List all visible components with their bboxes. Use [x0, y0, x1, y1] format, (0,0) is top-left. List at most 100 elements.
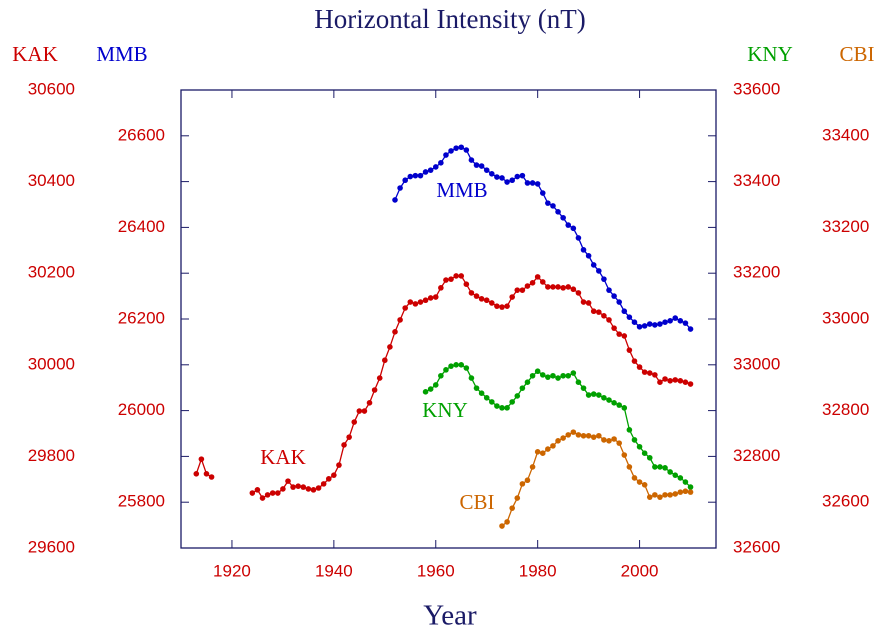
- data-point: [280, 486, 286, 492]
- data-point: [351, 419, 358, 425]
- data-point: [652, 322, 658, 328]
- data-point: [539, 190, 546, 196]
- data-point: [473, 162, 480, 168]
- data-point: [601, 276, 607, 282]
- data-point: [621, 308, 628, 315]
- data-point: [285, 478, 291, 484]
- data-point: [290, 484, 296, 490]
- data-point: [397, 185, 403, 191]
- data-point: [524, 379, 531, 386]
- data-point: [570, 286, 577, 293]
- data-point: [539, 279, 546, 285]
- y-tick-label: 33200: [733, 263, 780, 282]
- data-point: [560, 372, 566, 379]
- axis-header: KNY: [747, 42, 793, 66]
- data-point: [494, 174, 500, 180]
- data-point: [193, 471, 200, 477]
- data-point: [494, 303, 500, 309]
- data-point: [519, 481, 526, 487]
- data-point: [524, 283, 531, 289]
- y-tick-label: 26000: [118, 400, 165, 419]
- data-point: [616, 331, 622, 337]
- data-point: [539, 450, 546, 456]
- data-point: [519, 287, 526, 293]
- data-point: [529, 280, 536, 286]
- data-point: [621, 333, 628, 339]
- data-point: [657, 464, 663, 470]
- y-tick-label: 33000: [822, 308, 869, 327]
- data-point: [392, 329, 398, 335]
- series-line: [501, 431, 691, 527]
- data-point: [585, 392, 592, 398]
- data-point: [443, 367, 449, 373]
- data-point: [453, 273, 459, 279]
- data-point: [570, 429, 577, 435]
- data-point: [616, 402, 622, 408]
- data-point: [417, 299, 424, 305]
- data-point: [575, 379, 582, 386]
- data-point: [402, 177, 408, 184]
- series-line: [425, 364, 691, 488]
- data-point: [672, 472, 679, 478]
- series-line: [394, 146, 692, 330]
- data-point: [560, 214, 566, 221]
- data-point: [652, 464, 658, 470]
- data-point: [478, 163, 485, 169]
- data-point: [596, 432, 602, 439]
- data-point: [601, 437, 607, 443]
- data-point: [611, 325, 617, 331]
- data-point: [555, 438, 561, 444]
- data-point: [601, 312, 607, 319]
- data-point: [468, 375, 475, 381]
- data-point: [203, 471, 210, 477]
- data-point: [529, 464, 536, 470]
- data-point: [264, 492, 271, 498]
- data-point: [616, 440, 622, 446]
- data-point: [341, 442, 347, 448]
- data-point: [448, 148, 454, 154]
- y-tick-label: 29600: [28, 537, 75, 556]
- data-point: [611, 293, 617, 299]
- y-tick-label: 30000: [28, 354, 75, 373]
- data-point: [565, 284, 572, 290]
- data-point: [555, 284, 561, 290]
- data-point: [376, 375, 383, 381]
- data-point: [570, 225, 577, 232]
- data-point: [636, 443, 643, 450]
- data-point: [560, 285, 566, 291]
- data-point: [453, 362, 459, 368]
- data-point: [198, 456, 205, 462]
- data-point: [575, 290, 582, 296]
- data-point: [315, 485, 322, 491]
- data-point: [453, 145, 459, 151]
- data-point: [249, 490, 256, 496]
- data-point: [463, 147, 470, 153]
- data-point: [438, 372, 444, 379]
- series-line: [195, 457, 212, 478]
- data-point: [412, 301, 419, 307]
- data-point: [682, 488, 689, 495]
- data-point: [575, 432, 582, 438]
- data-point: [545, 446, 551, 452]
- data-point: [524, 477, 531, 484]
- data-point: [550, 443, 556, 449]
- y-tick-label: 30400: [28, 171, 75, 190]
- data-point: [631, 437, 638, 443]
- x-axis-label: Year: [423, 600, 477, 632]
- y-tick-label: 33400: [822, 125, 869, 144]
- data-point: [626, 464, 633, 470]
- data-point: [519, 385, 526, 391]
- data-point: [427, 295, 434, 301]
- data-point: [412, 172, 419, 179]
- data-point: [483, 394, 490, 401]
- data-point: [422, 389, 429, 395]
- data-point: [473, 385, 480, 391]
- data-point: [652, 492, 658, 498]
- data-point: [606, 317, 612, 323]
- data-point: [432, 382, 439, 388]
- data-point: [590, 262, 597, 268]
- data-point: [677, 475, 684, 481]
- data-point: [432, 294, 439, 300]
- chart-title: Horizontal Intensity (nT): [314, 4, 585, 34]
- data-point: [657, 494, 663, 500]
